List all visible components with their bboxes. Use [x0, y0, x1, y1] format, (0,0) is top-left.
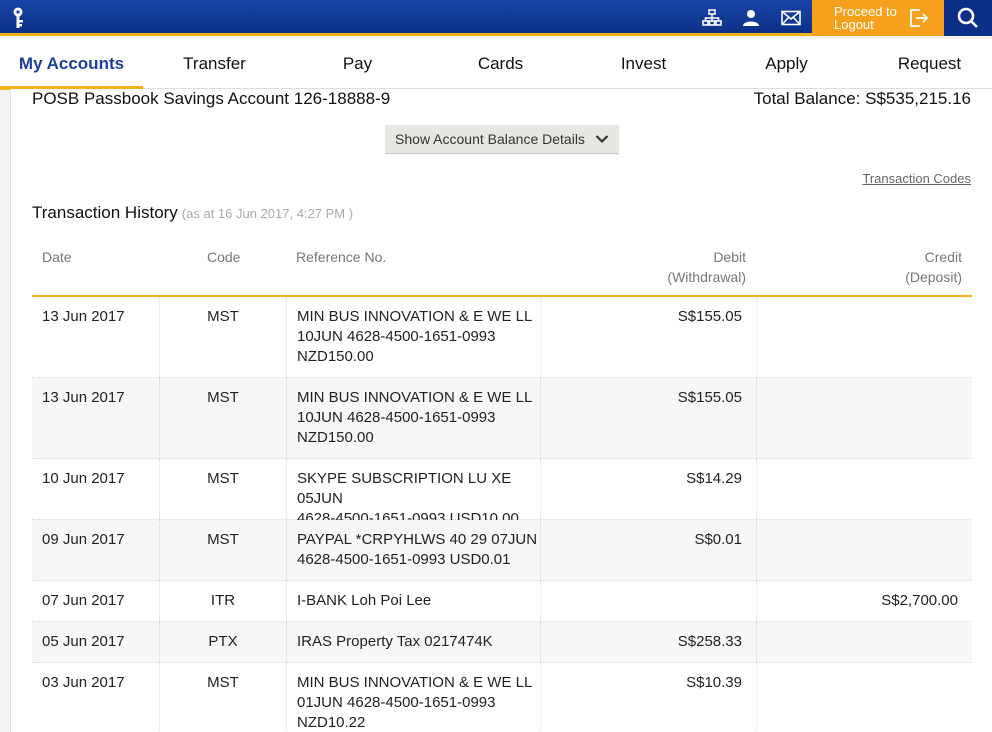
cell-debit: S$258.33 — [541, 622, 757, 662]
header-date: Date — [42, 249, 72, 265]
cell-reference: MIN BUS INNOVATION & E WE LL 01JUN 4628-4… — [287, 663, 541, 732]
table-row: 09 Jun 2017 MST PAYPAL *CRPYHLWS 40 29 07J… — [32, 520, 972, 581]
cell-reference: SKYPE SUBSCRIPTION LU XE 05JUN 4628-4500-… — [287, 459, 541, 527]
header-reference: Reference No. — [296, 249, 387, 265]
cell-reference: MIN BUS INNOVATION & E WE LL 10JUN 4628-4… — [287, 378, 541, 458]
show-balance-details-button[interactable]: Show Account Balance Details — [385, 125, 619, 154]
header-debit: Debit (Withdrawal) — [667, 247, 746, 287]
logout-label-line2: Logout — [834, 17, 874, 32]
cell-debit: S$155.05 — [541, 378, 757, 458]
table-row: 03 Jun 2017 MST MIN BUS INNOVATION & E WE … — [32, 663, 972, 732]
cell-code: PTX — [160, 622, 287, 662]
table-row: 10 Jun 2017 MST SKYPE SUBSCRIPTION LU XE 0… — [32, 459, 972, 527]
transaction-history-title: Transaction History — [32, 203, 178, 222]
cell-credit — [757, 459, 972, 519]
reference-line: IRAS Property Tax 0217474K — [297, 633, 493, 650]
sitemap-icon[interactable] — [700, 7, 724, 29]
transaction-history-as-at: (as at 16 Jun 2017, 4:27 PM ) — [181, 206, 354, 221]
main-nav: My Accounts Transfer Pay Cards Invest Ap… — [0, 39, 992, 90]
reference-line: SKYPE SUBSCRIPTION LU XE 05JUN — [297, 470, 512, 507]
account-name: POSB Passbook Savings Account 126-18888-… — [32, 89, 391, 108]
reference-line: I-BANK Loh Poi Lee — [297, 592, 432, 609]
table-header: Date Code Reference No. Debit (Withdrawa… — [32, 241, 972, 297]
mail-icon[interactable] — [779, 7, 803, 29]
user-icon[interactable] — [739, 7, 763, 29]
cell-credit — [757, 297, 972, 377]
reference-line: NZD10.22 — [297, 714, 366, 731]
cell-debit: S$0.01 — [541, 520, 757, 580]
cell-date: 10 Jun 2017 — [32, 459, 160, 519]
header-debit-line2: (Withdrawal) — [667, 269, 746, 285]
cell-reference: PAYPAL *CRPYHLWS 40 29 07JUN 4628-4500-16… — [287, 520, 541, 580]
cell-credit — [757, 378, 972, 458]
cell-debit — [541, 581, 757, 621]
nav-request[interactable]: Request — [897, 54, 962, 73]
cell-date: 03 Jun 2017 — [32, 663, 160, 732]
logo-key-icon[interactable] — [8, 6, 28, 30]
cell-code: MST — [160, 520, 287, 580]
header-credit-line2: (Deposit) — [905, 269, 962, 285]
cell-code: MST — [160, 459, 287, 519]
nav-transfer[interactable]: Transfer — [183, 54, 246, 73]
table-row: 07 Jun 2017 ITR I-BANK Loh Poi Lee S$2,700.… — [32, 581, 972, 622]
table-row: 05 Jun 2017 PTX IRAS Property Tax 0217474K… — [32, 622, 972, 663]
reference-line: 10JUN 4628-4500-1651-0993 — [297, 409, 496, 426]
total-balance: Total Balance: S$535,215.16 — [753, 89, 971, 108]
logout-label: Proceed to Logout — [834, 5, 904, 31]
reference-line: MIN BUS INNOVATION & E WE LL — [297, 389, 533, 406]
nav-invest[interactable]: Invest — [620, 54, 667, 73]
cell-code: MST — [160, 663, 287, 732]
transaction-history-heading: Transaction History (as at 16 Jun 2017, 4… — [32, 203, 353, 223]
cell-date: 07 Jun 2017 — [32, 581, 160, 621]
cell-date: 09 Jun 2017 — [32, 520, 160, 580]
nav-apply[interactable]: Apply — [765, 54, 808, 73]
chevron-down-icon — [595, 135, 609, 144]
reference-line: MIN BUS INNOVATION & E WE LL — [297, 308, 533, 325]
logout-label-line1: Proceed to — [834, 4, 897, 19]
header-debit-line1: Debit — [713, 249, 746, 265]
main-content: POSB Passbook Savings Account 126-18888-… — [10, 89, 992, 732]
table-row: 13 Jun 2017 MST MIN BUS INNOVATION & E WE … — [32, 297, 972, 378]
reference-line: PAYPAL *CRPYHLWS 40 29 07JUN — [297, 531, 538, 548]
cell-credit — [757, 663, 972, 732]
logout-icon — [908, 7, 930, 29]
table-row: 13 Jun 2017 MST MIN BUS INNOVATION & E WE … — [32, 378, 972, 459]
nav-my-accounts[interactable]: My Accounts — [0, 39, 143, 90]
search-button[interactable] — [944, 0, 992, 36]
table-body: 13 Jun 2017 MST MIN BUS INNOVATION & E WE … — [32, 297, 972, 732]
cell-code: MST — [160, 297, 287, 377]
transaction-table: Date Code Reference No. Debit (Withdrawa… — [32, 241, 972, 732]
cell-reference: MIN BUS INNOVATION & E WE LL 10JUN 4628-4… — [287, 297, 541, 377]
reference-line: 4628-4500-1651-0993 USD0.01 — [297, 551, 511, 568]
transaction-codes-link[interactable]: Transaction Codes — [862, 171, 971, 186]
cell-credit — [757, 622, 972, 662]
cell-code: ITR — [160, 581, 287, 621]
reference-line: NZD150.00 — [297, 429, 374, 446]
cell-date: 05 Jun 2017 — [32, 622, 160, 662]
cell-reference: I-BANK Loh Poi Lee — [287, 581, 541, 621]
header-code: Code — [207, 249, 241, 265]
reference-line: 10JUN 4628-4500-1651-0993 — [297, 328, 496, 345]
cell-credit: S$2,700.00 — [881, 592, 958, 609]
cell-debit: S$10.39 — [541, 663, 757, 732]
search-icon — [957, 7, 978, 28]
cell-date: 13 Jun 2017 — [32, 297, 160, 377]
header-credit: Credit (Deposit) — [905, 247, 962, 287]
cell-debit: S$14.29 — [541, 459, 757, 519]
logout-button[interactable]: Proceed to Logout — [812, 0, 944, 36]
cell-reference: IRAS Property Tax 0217474K — [287, 622, 541, 662]
header-credit-line1: Credit — [924, 249, 962, 265]
nav-cards[interactable]: Cards — [477, 54, 524, 73]
reference-line: NZD150.00 — [297, 348, 374, 365]
cell-credit — [757, 520, 972, 580]
reference-line: 01JUN 4628-4500-1651-0993 — [297, 694, 496, 711]
cell-debit: S$155.05 — [541, 297, 757, 377]
cell-date: 13 Jun 2017 — [32, 378, 160, 458]
cell-code: MST — [160, 378, 287, 458]
top-bar: Proceed to Logout — [0, 0, 992, 36]
nav-pay[interactable]: Pay — [342, 54, 373, 73]
reference-line: MIN BUS INNOVATION & E WE LL — [297, 674, 533, 691]
show-balance-details-label: Show Account Balance Details — [395, 131, 585, 147]
